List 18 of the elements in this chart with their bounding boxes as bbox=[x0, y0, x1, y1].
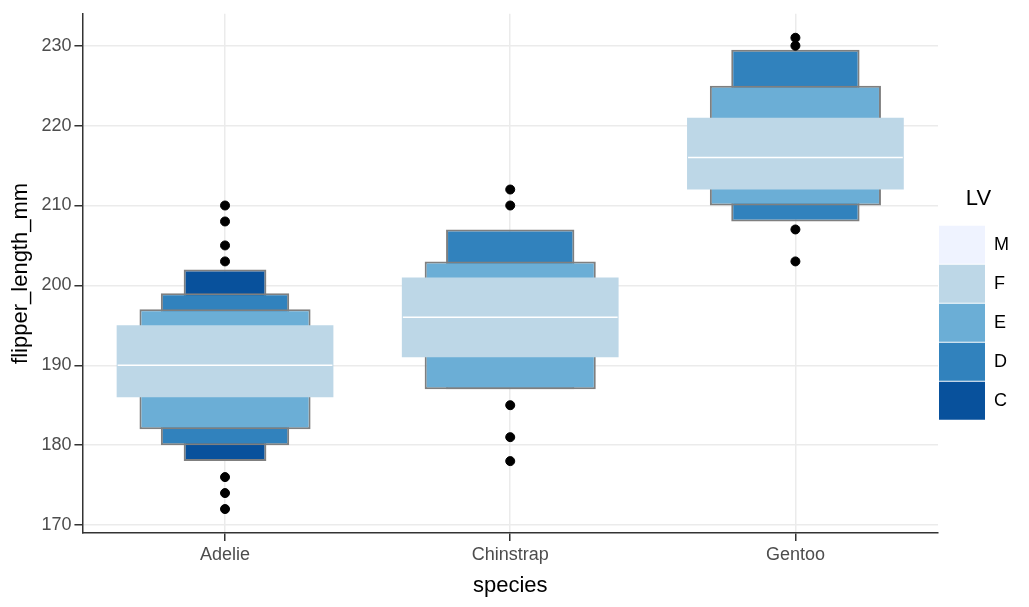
x-tick-label: Chinstrap bbox=[471, 543, 549, 564]
y-tick-label: 200 bbox=[41, 274, 72, 295]
x-tick-label: Gentoo bbox=[765, 543, 825, 564]
legend-label: M bbox=[994, 233, 1010, 254]
y-tick-label: 230 bbox=[41, 34, 72, 55]
x-axis-title: species bbox=[472, 571, 548, 597]
y-tick-label: 190 bbox=[41, 354, 72, 375]
y-tick-label: 170 bbox=[41, 513, 72, 534]
legend-label: E bbox=[994, 311, 1007, 332]
legend-title: LV bbox=[965, 185, 992, 211]
legend-label: D bbox=[994, 350, 1008, 371]
legend-label: F bbox=[994, 272, 1006, 293]
y-tick-label: 180 bbox=[41, 434, 72, 455]
x-tick-label: Adelie bbox=[200, 543, 251, 564]
y-tick-label: 220 bbox=[41, 114, 72, 135]
y-tick-label: 210 bbox=[41, 194, 72, 215]
legend-label: C bbox=[994, 389, 1008, 410]
y-axis-title: flipper_length_mm bbox=[7, 182, 33, 364]
